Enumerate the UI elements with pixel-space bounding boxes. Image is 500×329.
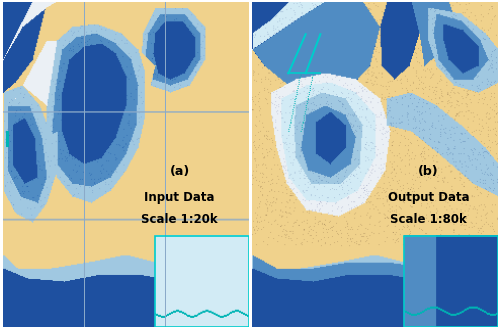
Bar [404, 236, 498, 327]
Text: Input Data: Input Data [144, 190, 215, 204]
Bar [155, 236, 248, 327]
Text: (b): (b) [418, 164, 439, 178]
Text: Output Data: Output Data [388, 190, 469, 204]
Text: (a): (a) [170, 164, 190, 178]
Text: Scale 1:80k: Scale 1:80k [390, 214, 467, 226]
Text: Scale 1:20k: Scale 1:20k [142, 214, 218, 226]
